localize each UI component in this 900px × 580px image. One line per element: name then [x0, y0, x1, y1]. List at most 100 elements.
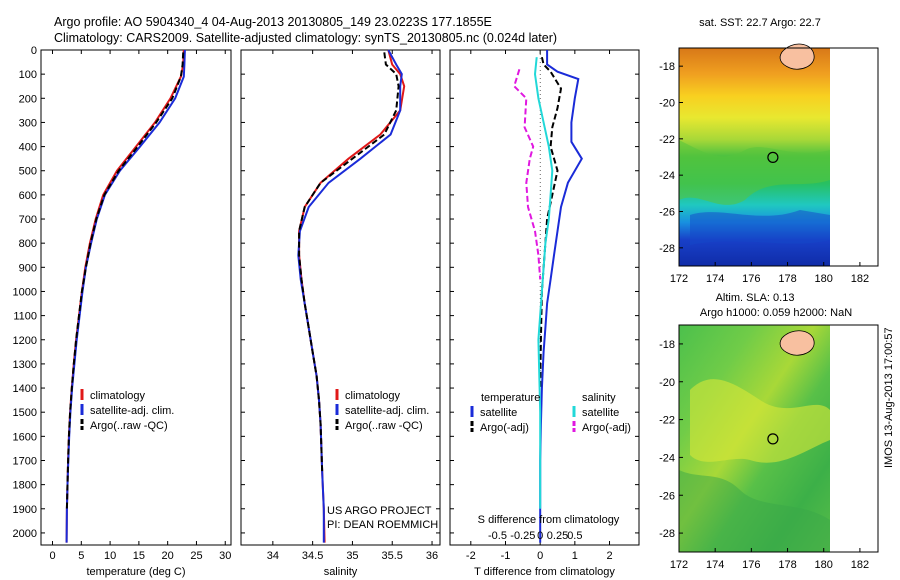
- x-tick-label: 34: [267, 550, 279, 562]
- sst-green-band: [679, 140, 830, 205]
- sla-yellow-patch: [690, 379, 830, 463]
- x-axis-label: temperature (deg C): [86, 566, 185, 578]
- x-tick-label: 10: [104, 550, 116, 562]
- temperature-panel: 0 5 10 15 20 25 300100200300400500600700800900…: [13, 45, 232, 578]
- figure-title-line1: Argo profile: AO 5904340_4 04-Aug-2013 2…: [54, 15, 492, 29]
- sla-land-fiji: [779, 330, 815, 356]
- map-y-tick-label: -24: [659, 452, 675, 464]
- y-tick-label: 300: [19, 117, 37, 129]
- plot-frame: [449, 49, 640, 546]
- project-annotation: US ARGO PROJECT: [327, 505, 432, 517]
- x-tick-label: 35: [346, 550, 358, 562]
- x-tick-label: 1: [572, 550, 578, 562]
- y-tick-label: 700: [19, 214, 37, 226]
- legend-label: Argo(-adj): [582, 422, 631, 434]
- map-x-tick-label: 180: [815, 273, 833, 285]
- legend-label: Argo(..raw -QC): [90, 420, 168, 432]
- y-tick-label: 1300: [13, 359, 37, 371]
- secondary-tick-label: 0.5: [567, 530, 582, 542]
- secondary-tick-label: 0: [537, 530, 543, 542]
- legend-label: satellite-adj. clim.: [90, 405, 174, 417]
- x-tick-label: 34.5: [302, 550, 323, 562]
- sla-map-title-line1: Altim. SLA: 0.13: [716, 292, 795, 304]
- map-x-tick-label: 174: [706, 559, 724, 571]
- legend-label: climatology: [90, 390, 146, 402]
- x-tick-label: 36: [426, 550, 438, 562]
- map-frame: [678, 324, 879, 553]
- y-tick-label: 1600: [13, 431, 37, 443]
- plot-frame: [40, 49, 232, 546]
- map-y-tick-label: -28: [659, 528, 675, 540]
- sst-map-title: sat. SST: 22.7 Argo: 22.7: [699, 17, 821, 29]
- map-x-tick-label: 182: [851, 559, 869, 571]
- legend-group-title: salinity: [582, 392, 616, 404]
- series-line: [539, 50, 583, 543]
- argo-location-marker: [767, 433, 779, 445]
- legend-label: Argo(-adj): [480, 422, 529, 434]
- map-x-tick-label: 182: [851, 273, 869, 285]
- y-tick-label: 1800: [13, 480, 37, 492]
- x-tick-label: 35.5: [382, 550, 403, 562]
- legend-label: satellite: [480, 407, 517, 419]
- y-tick-label: 500: [19, 166, 37, 178]
- argo-location-marker: [767, 151, 779, 163]
- map-x-tick-label: 178: [778, 559, 796, 571]
- x-tick-label: 0: [49, 550, 55, 562]
- y-tick-label: 1000: [13, 286, 37, 298]
- x-tick-label: 15: [133, 550, 145, 562]
- x-tick-label: 5: [78, 550, 84, 562]
- secondary-tick-label: 0.25: [547, 530, 568, 542]
- map-y-tick-label: -18: [659, 61, 675, 73]
- sst-blue-band: [690, 210, 830, 245]
- x-tick-label: 30: [219, 550, 231, 562]
- y-tick-label: 1100: [13, 311, 37, 323]
- y-tick-label: 200: [19, 93, 37, 105]
- map-y-tick-label: -28: [659, 243, 675, 255]
- difference-panel: -2 -1 0 1 2 T difference from climatology temp…: [449, 49, 640, 578]
- legend-label: Argo(..raw -QC): [345, 420, 423, 432]
- x-tick-label: 0: [537, 550, 543, 562]
- plot-frame: [240, 49, 441, 546]
- salinity-panel: 34 34.5 35 35.5 36 salinity climatology satelli…: [240, 49, 441, 578]
- map-y-tick-label: -18: [659, 339, 675, 351]
- y-tick-label: 100: [19, 69, 37, 81]
- x-axis-label: T difference from climatology: [474, 566, 615, 578]
- map-x-tick-label: 180: [815, 559, 833, 571]
- series-line: [297, 49, 403, 543]
- imos-timestamp: IMOS 13-Aug-2013 17:00:57: [883, 327, 895, 468]
- map-y-tick-label: -22: [659, 134, 675, 146]
- y-tick-label: 1700: [13, 455, 37, 467]
- sla-map: Altim. SLA: 0.13 Argo h1000: 0.059 h2000…: [659, 292, 879, 571]
- sla-map-title-line2: Argo h1000: 0.059 h2000: NaN: [700, 307, 852, 319]
- map-frame: [678, 47, 879, 267]
- y-tick-label: 900: [19, 262, 37, 274]
- project-annotation: PI: DEAN ROEMMICH: [327, 519, 438, 531]
- series-line: [298, 52, 400, 473]
- sla-dark-patch: [679, 470, 830, 552]
- secondary-tick-label: -0.5: [488, 530, 507, 542]
- y-tick-label: 0: [31, 45, 37, 57]
- map-y-tick-label: -20: [659, 377, 675, 389]
- y-tick-label: 1500: [13, 407, 37, 419]
- sst-land-fiji: [779, 43, 815, 70]
- y-tick-label: 2000: [13, 528, 37, 540]
- series-line: [65, 52, 185, 509]
- figure-title-line2: Climatology: CARS2009. Satellite-adjuste…: [54, 31, 557, 45]
- x-tick-label: 2: [606, 550, 612, 562]
- y-tick-label: 800: [19, 238, 37, 250]
- map-x-tick-label: 172: [670, 273, 688, 285]
- sst-map: sat. SST: 22.7 Argo: 22.7 172 174 176 178 18…: [659, 17, 879, 285]
- x-tick-label: 25: [190, 550, 202, 562]
- x-axis-label: salinity: [324, 566, 358, 578]
- y-tick-label: 1400: [13, 383, 37, 395]
- y-tick-label: 400: [19, 142, 37, 154]
- map-x-tick-label: 174: [706, 273, 724, 285]
- x-tick-label: 20: [162, 550, 174, 562]
- series-line: [533, 57, 554, 509]
- map-y-tick-label: -26: [659, 490, 675, 502]
- x-tick-label: -1: [501, 550, 511, 562]
- y-tick-label: 1200: [13, 335, 37, 347]
- map-x-tick-label: 176: [742, 273, 760, 285]
- map-y-tick-label: -20: [659, 98, 675, 110]
